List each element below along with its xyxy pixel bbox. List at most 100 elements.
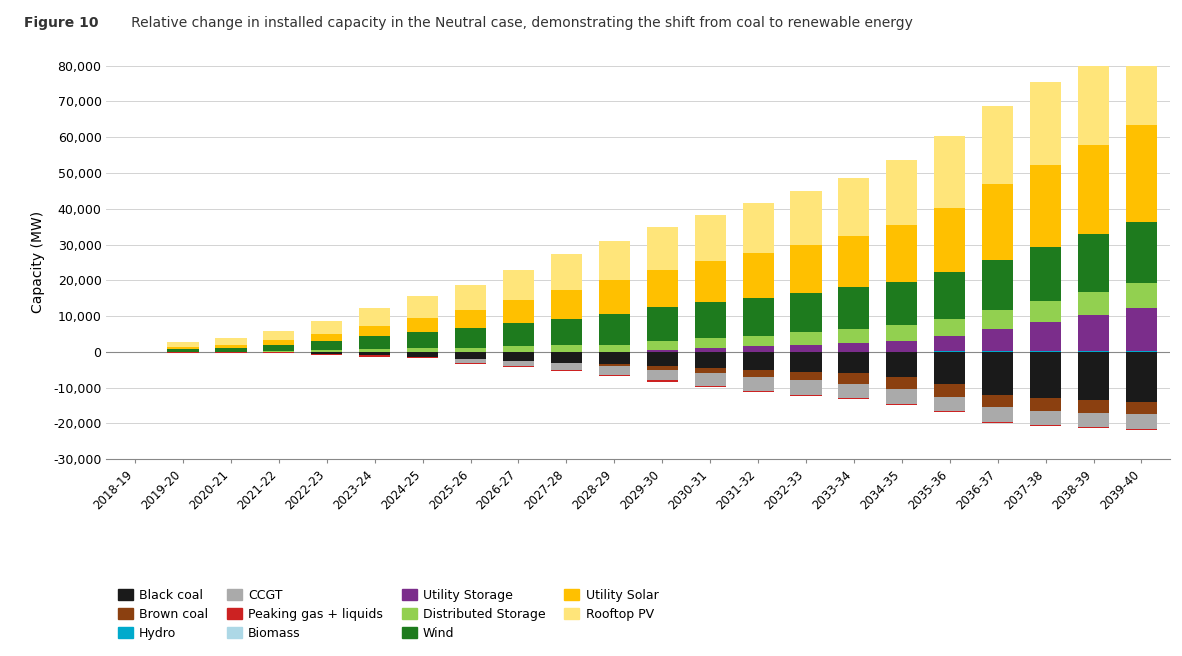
Bar xyxy=(934,337,966,351)
Bar xyxy=(455,359,486,363)
Bar xyxy=(647,226,677,270)
Bar xyxy=(982,395,1013,407)
Bar xyxy=(791,371,821,380)
Bar xyxy=(1030,165,1061,247)
Bar xyxy=(1030,351,1061,352)
Bar xyxy=(1030,322,1061,351)
Bar xyxy=(647,307,677,341)
Bar xyxy=(647,341,677,350)
Bar xyxy=(742,391,774,392)
Bar xyxy=(742,336,774,346)
Bar xyxy=(695,348,726,352)
Bar xyxy=(599,375,630,376)
Bar xyxy=(1125,352,1157,402)
Bar xyxy=(1078,400,1109,413)
Legend: Black coal, Brown coal, Hydro, CCGT, Peaking gas + liquids, Biomass, Utility Sto: Black coal, Brown coal, Hydro, CCGT, Pea… xyxy=(112,584,663,645)
Bar xyxy=(982,352,1013,395)
Bar xyxy=(359,352,390,356)
Bar xyxy=(599,314,630,344)
Bar xyxy=(215,348,247,352)
Bar xyxy=(1125,415,1157,429)
Text: Relative change in installed capacity in the Neutral case, demonstrating the shi: Relative change in installed capacity in… xyxy=(118,16,913,30)
Bar xyxy=(742,203,774,253)
Bar xyxy=(742,370,774,377)
Bar xyxy=(886,161,917,225)
Bar xyxy=(1078,315,1109,351)
Bar xyxy=(311,341,343,350)
Bar xyxy=(359,308,390,326)
Bar xyxy=(886,282,917,325)
Bar xyxy=(455,348,486,352)
Bar xyxy=(886,225,917,282)
Bar xyxy=(599,364,630,366)
Bar xyxy=(1125,222,1157,283)
Bar xyxy=(168,347,199,349)
Bar xyxy=(551,363,582,370)
Y-axis label: Capacity (MW): Capacity (MW) xyxy=(31,211,45,314)
Bar xyxy=(168,349,199,352)
Bar xyxy=(838,178,870,236)
Bar xyxy=(407,332,439,348)
Bar xyxy=(934,384,966,397)
Bar xyxy=(1125,308,1157,351)
Bar xyxy=(886,377,917,390)
Bar xyxy=(264,340,294,344)
Bar xyxy=(1078,351,1109,352)
Bar xyxy=(838,329,870,343)
Bar xyxy=(886,341,917,352)
Bar xyxy=(455,352,486,359)
Bar xyxy=(359,337,390,349)
Bar xyxy=(551,319,582,346)
Bar xyxy=(647,270,677,307)
Bar xyxy=(1030,83,1061,165)
Bar xyxy=(502,361,534,366)
Bar xyxy=(647,380,677,382)
Bar xyxy=(934,272,966,319)
Bar xyxy=(886,352,917,377)
Bar xyxy=(455,310,486,328)
Bar xyxy=(551,352,582,363)
Bar xyxy=(791,245,821,293)
Bar xyxy=(407,348,439,352)
Bar xyxy=(502,346,534,352)
Bar xyxy=(1125,36,1157,125)
Bar xyxy=(311,350,343,352)
Bar xyxy=(695,261,726,302)
Bar xyxy=(695,386,726,387)
Bar xyxy=(599,344,630,352)
Bar xyxy=(502,300,534,323)
Bar xyxy=(551,254,582,290)
Bar xyxy=(982,260,1013,310)
Bar xyxy=(215,352,247,353)
Bar xyxy=(838,236,870,287)
Bar xyxy=(982,184,1013,260)
Bar xyxy=(886,390,917,403)
Bar xyxy=(838,373,870,384)
Bar xyxy=(647,366,677,370)
Bar xyxy=(1030,398,1061,411)
Bar xyxy=(695,373,726,386)
Bar xyxy=(934,136,966,208)
Bar xyxy=(1125,351,1157,352)
Bar xyxy=(502,270,534,300)
Bar xyxy=(311,352,343,354)
Bar xyxy=(791,344,821,352)
Bar xyxy=(168,342,199,347)
Bar xyxy=(742,346,774,352)
Bar xyxy=(599,241,630,280)
Bar xyxy=(791,352,821,371)
Bar xyxy=(502,366,534,367)
Bar xyxy=(311,354,343,355)
Bar xyxy=(502,323,534,346)
Bar xyxy=(311,334,343,341)
Bar xyxy=(982,407,1013,422)
Bar xyxy=(791,191,821,245)
Bar xyxy=(695,368,726,373)
Bar xyxy=(695,338,726,348)
Bar xyxy=(647,370,677,380)
Bar xyxy=(551,346,582,352)
Bar xyxy=(886,325,917,341)
Text: Figure 10: Figure 10 xyxy=(24,16,98,30)
Bar xyxy=(407,352,439,358)
Bar xyxy=(791,395,821,396)
